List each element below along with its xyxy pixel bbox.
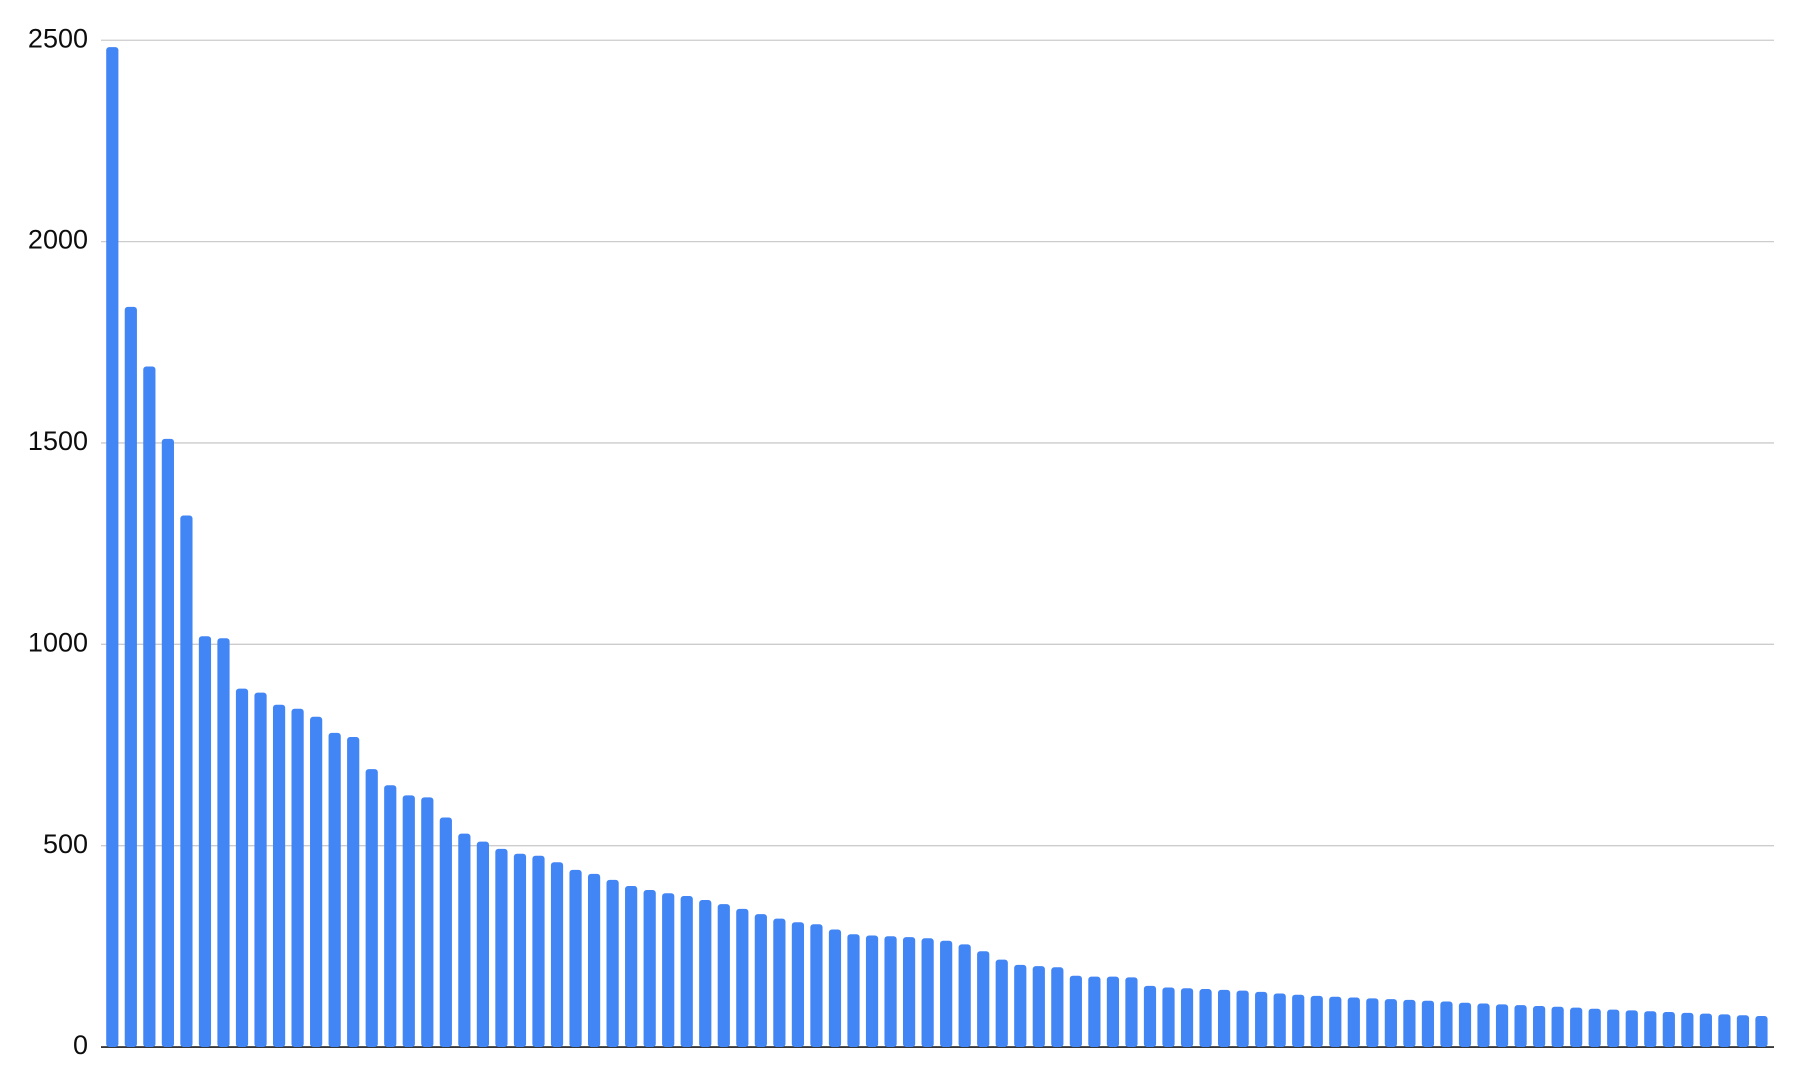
svg-text:0: 0: [73, 1030, 88, 1060]
svg-text:2500: 2500: [28, 23, 88, 53]
svg-text:2000: 2000: [28, 225, 88, 255]
svg-text:1000: 1000: [28, 627, 88, 657]
svg-text:1500: 1500: [28, 426, 88, 456]
svg-text:500: 500: [43, 829, 88, 859]
